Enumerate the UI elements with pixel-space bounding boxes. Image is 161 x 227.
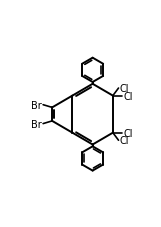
Text: Br: Br: [31, 100, 42, 110]
Text: Cl: Cl: [123, 91, 133, 101]
Text: Br: Br: [31, 119, 42, 129]
Text: Cl: Cl: [119, 84, 129, 94]
Text: Cl: Cl: [123, 128, 133, 138]
Text: Cl: Cl: [119, 136, 129, 146]
